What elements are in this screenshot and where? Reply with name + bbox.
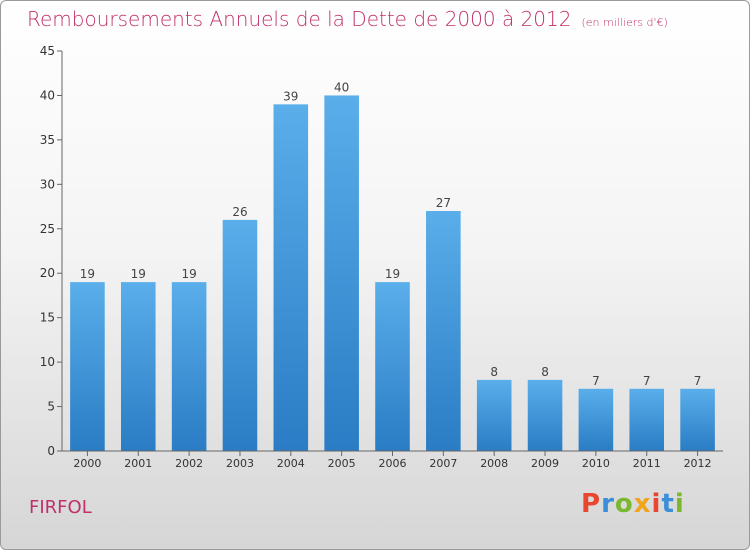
x-tick-label-2003: 2003 bbox=[226, 457, 254, 470]
data-label-2009: 8 bbox=[541, 365, 549, 379]
logo-letter: i bbox=[651, 489, 662, 519]
x-tick-label-2006: 2006 bbox=[379, 457, 407, 470]
logo-letter: t bbox=[661, 489, 675, 519]
bar-2004 bbox=[273, 104, 309, 451]
town-name: FIRFOL bbox=[29, 497, 92, 518]
y-tick-label-10: 10 bbox=[40, 355, 55, 369]
y-tick-label-0: 0 bbox=[47, 444, 55, 458]
y-tick-label-45: 45 bbox=[40, 44, 55, 58]
y-tick-label-25: 25 bbox=[40, 222, 55, 236]
bar-2002 bbox=[171, 282, 207, 451]
bar-2008 bbox=[476, 379, 512, 451]
x-tick-label-2001: 2001 bbox=[124, 457, 152, 470]
data-label-2001: 19 bbox=[131, 267, 146, 281]
bar-2011 bbox=[629, 388, 665, 451]
data-label-2012: 7 bbox=[694, 374, 702, 388]
logo-letter: x bbox=[633, 489, 652, 519]
y-tick-label-40: 40 bbox=[40, 88, 55, 102]
bar-2001 bbox=[120, 282, 156, 451]
data-label-2008: 8 bbox=[490, 365, 498, 379]
bar-2003 bbox=[222, 219, 258, 451]
y-tick-label-5: 5 bbox=[47, 400, 55, 414]
y-tick-label-20: 20 bbox=[40, 266, 55, 280]
bar-2006 bbox=[375, 282, 410, 451]
bar-2009 bbox=[527, 379, 563, 451]
x-tick-label-2002: 2002 bbox=[175, 457, 203, 470]
x-tick-label-2007: 2007 bbox=[429, 457, 457, 470]
data-label-2003: 26 bbox=[232, 205, 247, 219]
data-label-2006: 19 bbox=[385, 267, 400, 281]
proxiti-logo: Proxiti bbox=[581, 489, 685, 519]
x-tick-label-2000: 2000 bbox=[73, 457, 101, 470]
x-tick-label-2005: 2005 bbox=[328, 457, 356, 470]
x-tick-label-2004: 2004 bbox=[277, 457, 305, 470]
bar-2010 bbox=[578, 388, 614, 451]
bar-2007 bbox=[426, 211, 461, 451]
x-tick-label-2010: 2010 bbox=[582, 457, 610, 470]
data-label-2010: 7 bbox=[592, 374, 600, 388]
title-unit: (en milliers d'€) bbox=[581, 16, 668, 29]
logo-letter: i bbox=[674, 489, 685, 519]
data-label-2005: 40 bbox=[334, 80, 349, 94]
title-text: Remboursements Annuels de la Dette de 20… bbox=[27, 7, 572, 31]
y-tick-label-15: 15 bbox=[40, 311, 55, 325]
logo-letter: r bbox=[601, 489, 615, 519]
data-label-2002: 19 bbox=[181, 267, 196, 281]
data-label-2000: 19 bbox=[80, 267, 95, 281]
logo-letter: P bbox=[581, 489, 602, 519]
y-tick-label-35: 35 bbox=[40, 133, 55, 147]
y-tick-label-30: 30 bbox=[40, 177, 55, 191]
x-tick-label-2011: 2011 bbox=[633, 457, 661, 470]
data-label-2011: 7 bbox=[643, 374, 651, 388]
logo-letter: o bbox=[614, 489, 634, 519]
x-tick-label-2009: 2009 bbox=[531, 457, 559, 470]
data-label-2004: 39 bbox=[283, 89, 298, 103]
data-label-2007: 27 bbox=[436, 196, 451, 210]
bar-2012 bbox=[680, 388, 715, 451]
bar-2000 bbox=[70, 282, 105, 451]
x-tick-label-2012: 2012 bbox=[684, 457, 712, 470]
x-tick-label-2008: 2008 bbox=[480, 457, 508, 470]
chart-title: Remboursements Annuels de la Dette de 20… bbox=[27, 7, 668, 31]
bar-2005 bbox=[324, 95, 359, 451]
